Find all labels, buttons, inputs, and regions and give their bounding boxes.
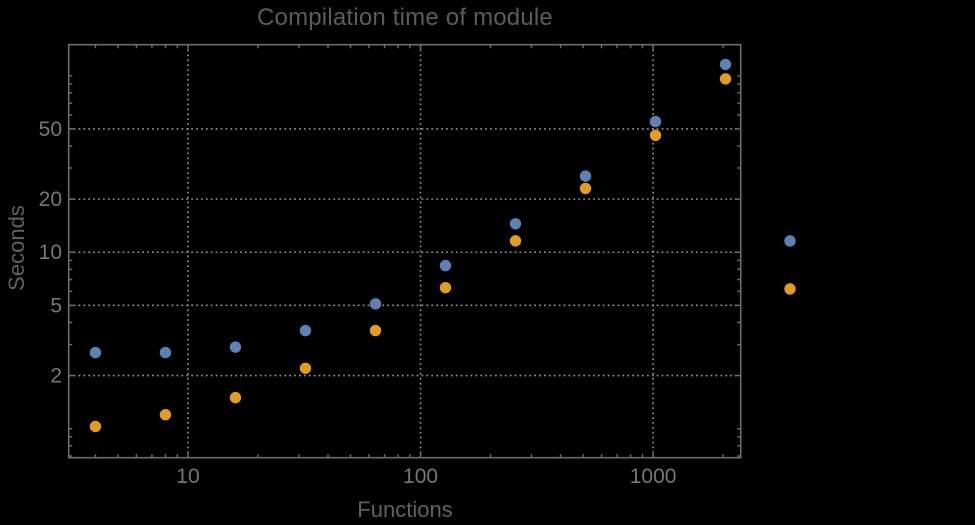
data-point-orange-series bbox=[439, 281, 452, 294]
data-point-orange-series bbox=[369, 324, 382, 337]
plot-frame bbox=[67, 43, 742, 459]
y-tick-label: 2 bbox=[50, 365, 62, 388]
data-point-orange-series bbox=[159, 409, 172, 421]
data-point-orange-series bbox=[89, 420, 102, 433]
y-tick-label: 10 bbox=[39, 241, 62, 264]
data-point-blue-series bbox=[439, 259, 452, 272]
x-tick-label: 10 bbox=[176, 465, 199, 488]
data-point-orange-series bbox=[649, 129, 662, 141]
y-tick-label: 5 bbox=[50, 294, 62, 317]
data-point-orange-series bbox=[229, 391, 242, 404]
data-point-blue-series bbox=[579, 170, 592, 182]
data-point-blue-series bbox=[649, 115, 662, 128]
data-point-blue-series bbox=[509, 218, 522, 230]
y-tick-label: 20 bbox=[39, 188, 62, 211]
data-point-orange-series bbox=[299, 362, 312, 374]
data-point-blue-series bbox=[719, 58, 732, 71]
data-point-orange-series bbox=[509, 235, 522, 247]
x-tick-label: 100 bbox=[403, 465, 438, 488]
data-point-orange-series bbox=[579, 182, 592, 195]
legend-marker-1 bbox=[784, 235, 796, 247]
y-axis-label: Seconds bbox=[4, 205, 29, 291]
data-point-blue-series bbox=[229, 341, 242, 353]
chart-title: Compilation time of module bbox=[256, 4, 553, 31]
data-point-blue-series bbox=[369, 298, 382, 310]
data-point-blue-series bbox=[89, 346, 102, 359]
data-point-orange-series bbox=[719, 73, 732, 85]
x-axis-label: Functions bbox=[357, 497, 453, 522]
legend-marker-2 bbox=[784, 283, 796, 295]
data-point-blue-series bbox=[159, 346, 172, 359]
y-tick-label: 50 bbox=[39, 118, 62, 141]
data-point-blue-series bbox=[299, 324, 312, 337]
x-tick-label: 1000 bbox=[630, 465, 677, 488]
